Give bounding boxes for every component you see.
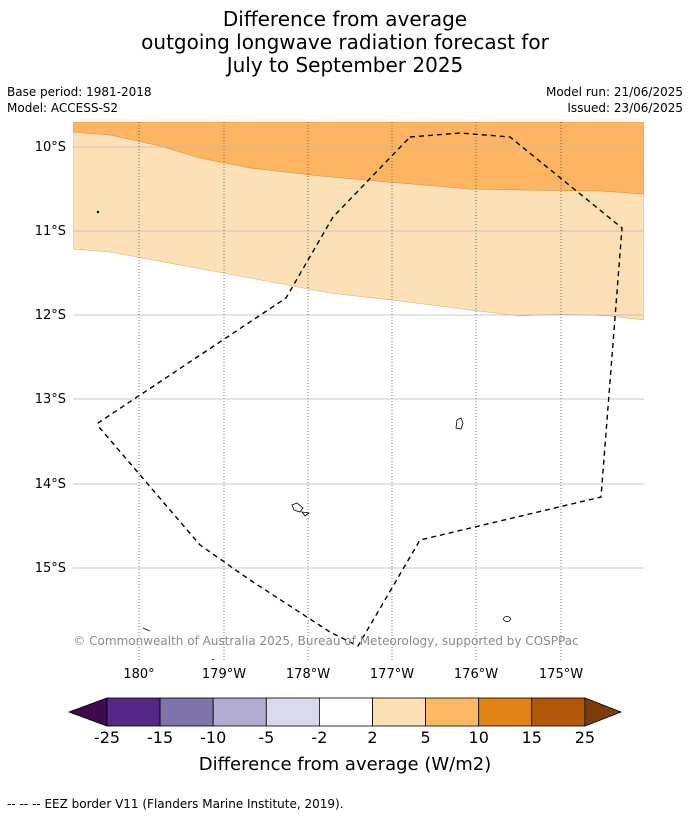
chart-title: Difference from average outgoing longwav… bbox=[0, 8, 690, 77]
island-west bbox=[142, 627, 151, 632]
model-run: Model run: 21/06/2025 bbox=[545, 85, 683, 99]
lat-labels: 10°S 11°S 12°S 13°S 14°S 15°S bbox=[35, 140, 66, 576]
copyright-notice: © Commonwealth of Australia 2025, Bureau… bbox=[73, 634, 578, 648]
colorbar-tick-label: -10 bbox=[200, 728, 226, 747]
island-tutuila bbox=[291, 502, 304, 513]
lat-label: 10°S bbox=[35, 140, 66, 155]
lon-label: 179°W bbox=[202, 667, 246, 682]
meta-left: Base period: 1981-2018 Model: ACCESS-S2 bbox=[7, 84, 152, 116]
island-dot bbox=[96, 210, 100, 214]
map-figure: 10°S 11°S 12°S 13°S 14°S 15°S 180° 179°W… bbox=[35, 122, 644, 775]
colorbar-tick-label: 5 bbox=[421, 728, 431, 747]
colorbar-segment bbox=[372, 697, 426, 727]
colorbar-segment bbox=[318, 697, 373, 727]
colorbar-tick-label: -2 bbox=[311, 728, 327, 747]
eez-legend: -- -- -- EEZ border V11 (Flanders Marine… bbox=[7, 797, 344, 811]
colorbar-tick-label: 15 bbox=[522, 728, 542, 747]
title-line-3: July to September 2025 bbox=[226, 53, 464, 77]
meta-right: Model run: 21/06/2025 Issued: 23/06/2025 bbox=[546, 84, 683, 116]
colorbar-segment bbox=[425, 697, 480, 727]
lat-label: 11°S bbox=[35, 224, 66, 239]
colorbar bbox=[67, 697, 623, 727]
colorbar-label: Difference from average (W/m2) bbox=[199, 754, 491, 775]
lat-label: 13°S bbox=[35, 392, 66, 407]
title-line-1: Difference from average bbox=[222, 7, 468, 31]
lat-label: 15°S bbox=[35, 561, 66, 576]
anomaly-band-5-10 bbox=[73, 122, 644, 195]
title-line-2: outgoing longwave radiation forecast for bbox=[141, 30, 549, 54]
lon-labels: 180° 179°W 178°W 177°W 176°W 175°W bbox=[123, 667, 583, 682]
model-name: Model: ACCESS-S2 bbox=[7, 101, 119, 115]
colorbar-segment bbox=[531, 697, 586, 727]
colorbar-tick-label: 10 bbox=[469, 728, 489, 747]
base-period: Base period: 1981-2018 bbox=[7, 85, 152, 99]
colorbar-segment bbox=[265, 697, 320, 727]
island-aunuu bbox=[301, 511, 311, 517]
colorbar-segment bbox=[478, 697, 533, 727]
lon-label: 177°W bbox=[370, 667, 414, 682]
eez-border bbox=[97, 132, 623, 647]
lon-label: 175°W bbox=[539, 667, 583, 682]
colorbar-extend-low bbox=[67, 697, 108, 727]
island-south bbox=[211, 658, 215, 660]
colorbar-tick-label: 25 bbox=[575, 728, 595, 747]
colorbar-extend-high bbox=[584, 697, 623, 727]
colorbar-tick-label: -5 bbox=[258, 728, 274, 747]
lat-label: 14°S bbox=[35, 477, 66, 492]
issued-date: Issued: 23/06/2025 bbox=[567, 101, 683, 115]
colorbar-segment bbox=[212, 697, 267, 727]
island-east bbox=[503, 616, 511, 622]
island-swains bbox=[455, 417, 464, 430]
colorbar-tick-label: -25 bbox=[94, 728, 120, 747]
lon-label: 176°W bbox=[454, 667, 498, 682]
lat-gridlines bbox=[73, 146, 644, 569]
colorbar-segment bbox=[159, 697, 214, 727]
lon-label: 180° bbox=[123, 667, 154, 682]
lat-label: 12°S bbox=[35, 308, 66, 323]
colorbar-ticks: -25 -15 -10 -5 -2 2 5 10 15 25 bbox=[94, 728, 595, 747]
eez-legend-text: EEZ border V11 (Flanders Marine Institut… bbox=[44, 797, 344, 811]
eez-legend-symbol: -- -- -- bbox=[7, 797, 41, 811]
colorbar-segment bbox=[106, 697, 161, 727]
colorbar-tick-label: 2 bbox=[367, 728, 377, 747]
map-area bbox=[73, 122, 644, 660]
islands bbox=[96, 210, 511, 660]
colorbar-tick-label: -15 bbox=[147, 728, 173, 747]
lon-label: 178°W bbox=[286, 667, 330, 682]
